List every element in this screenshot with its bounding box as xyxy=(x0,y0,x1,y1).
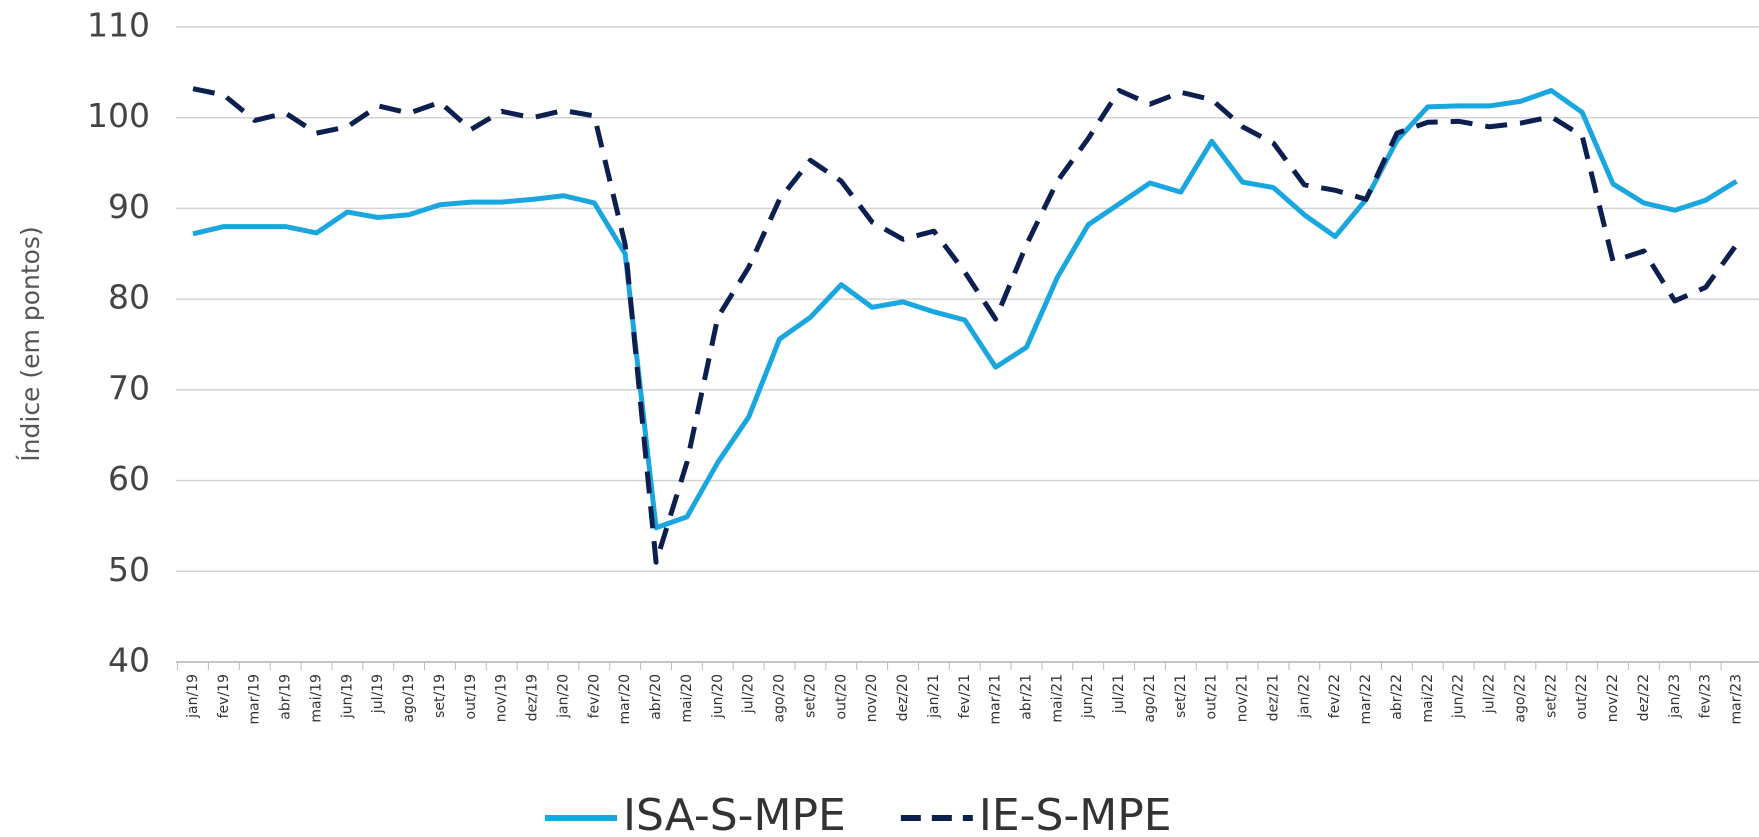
y-tick-label: 70 xyxy=(108,368,150,407)
x-tick-label: abr/20 xyxy=(648,674,664,720)
x-tick-label: ago/20 xyxy=(772,674,788,723)
x-tick-label: jan/20 xyxy=(555,674,571,719)
x-tick-label: set/20 xyxy=(802,674,818,718)
x-tick-label: mar/23 xyxy=(1729,674,1745,725)
x-tick-label: mar/22 xyxy=(1358,674,1374,725)
y-tick-label: 100 xyxy=(87,96,150,135)
line-series xyxy=(192,86,1739,565)
x-tick-label: fev/20 xyxy=(586,674,602,718)
x-tick-label: nov/22 xyxy=(1605,674,1621,722)
y-tick-label: 110 xyxy=(87,6,150,45)
x-tick-label: fev/23 xyxy=(1698,674,1714,718)
legend-label: IE-S-MPE xyxy=(979,790,1172,837)
x-tick-label: jun/20 xyxy=(710,674,726,719)
x-tick-label: out/21 xyxy=(1204,674,1220,719)
x-tick-label: dez/20 xyxy=(895,674,911,721)
x-tick-label: jul/22 xyxy=(1482,674,1498,714)
x-tick-label: mar/20 xyxy=(617,674,633,725)
x-tick-label: jan/21 xyxy=(926,674,942,719)
x-tick-label: jul/19 xyxy=(370,674,386,714)
x-tick-label: fev/19 xyxy=(216,674,232,718)
y-tick-label: 50 xyxy=(108,550,150,589)
x-tick-label: ago/22 xyxy=(1512,674,1528,723)
x-tick-label: mai/22 xyxy=(1420,674,1436,723)
x-tick-label: mai/20 xyxy=(679,674,695,723)
x-tick-label: mai/19 xyxy=(308,674,324,723)
y-tick-label: 40 xyxy=(108,641,150,680)
x-tick-label: set/21 xyxy=(1173,674,1189,718)
x-tick-label: mar/21 xyxy=(988,674,1004,725)
x-tick-label: out/22 xyxy=(1574,674,1590,719)
x-tick-label: nov/21 xyxy=(1235,674,1251,722)
x-tick-label: jan/23 xyxy=(1667,674,1683,719)
x-tick-label: set/19 xyxy=(432,674,448,718)
x-tick-label: ago/19 xyxy=(401,674,417,723)
x-tick-label: out/20 xyxy=(833,674,849,719)
x-tick-label: set/22 xyxy=(1543,674,1559,718)
x-tick-label: jul/21 xyxy=(1111,674,1127,714)
y-tick-label: 80 xyxy=(108,278,150,317)
x-tick-label: jul/20 xyxy=(741,674,757,714)
x-tick-label: fev/21 xyxy=(957,674,973,718)
x-tick-label: jun/21 xyxy=(1080,674,1096,719)
x-tick-label: nov/20 xyxy=(864,674,880,722)
x-tick-label: mai/21 xyxy=(1049,674,1065,723)
x-tick-label: dez/22 xyxy=(1636,674,1652,721)
x-tick-label: nov/19 xyxy=(494,674,510,722)
x-tick-label: jan/19 xyxy=(185,674,201,719)
legend-label: ISA-S-MPE xyxy=(623,790,846,837)
y-tick-label: 90 xyxy=(108,187,150,226)
x-tick-label: jun/22 xyxy=(1451,674,1467,719)
x-tick-label: jun/19 xyxy=(339,674,355,719)
x-tick-label: ago/21 xyxy=(1142,674,1158,723)
y-tick-label: 60 xyxy=(108,459,150,498)
x-tick-label: dez/21 xyxy=(1265,674,1281,721)
x-tick-label: mar/19 xyxy=(247,674,263,725)
x-tick-label: jan/22 xyxy=(1296,674,1312,719)
x-tick-label: fev/22 xyxy=(1327,674,1343,718)
x-tick-label: out/19 xyxy=(463,674,479,719)
y-axis-label: Índice (em pontos) xyxy=(16,226,45,461)
x-tick-label: abr/21 xyxy=(1018,674,1034,720)
x-tick-label: dez/19 xyxy=(525,674,541,721)
x-tick-label: abr/22 xyxy=(1389,674,1405,720)
x-tick-label: abr/19 xyxy=(278,674,294,720)
line-series xyxy=(192,88,1738,531)
